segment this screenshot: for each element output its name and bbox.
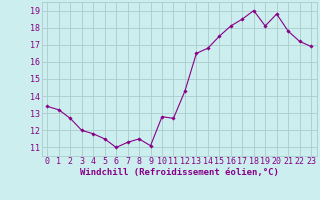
X-axis label: Windchill (Refroidissement éolien,°C): Windchill (Refroidissement éolien,°C) [80, 168, 279, 177]
